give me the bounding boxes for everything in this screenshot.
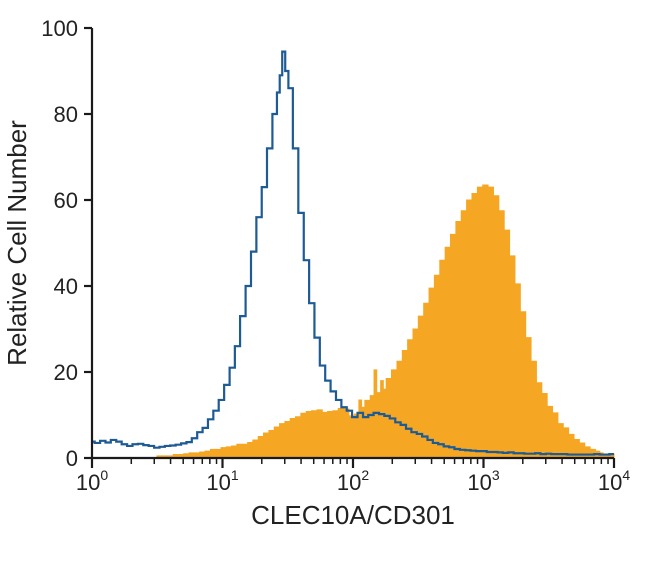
- y-tick-label: 80: [54, 102, 78, 127]
- x-tick-label: 102: [337, 467, 369, 495]
- y-axis-label: Relative Cell Number: [2, 120, 32, 366]
- x-tick-label: 100: [76, 467, 108, 495]
- x-tick-label: 101: [206, 467, 238, 495]
- y-tick-label: 40: [54, 274, 78, 299]
- series-stained: [154, 185, 614, 458]
- chart-svg: 0 20 40 60 80 100 100 101 102 103 104 Relative Cell…: [0, 0, 650, 562]
- y-tick-label: 100: [41, 16, 78, 41]
- y-tick-label: 60: [54, 188, 78, 213]
- y-tick-label: 0: [66, 446, 78, 471]
- x-tick-label: 104: [598, 467, 630, 495]
- y-tick-label: 20: [54, 360, 78, 385]
- flow-cytometry-histogram: 0 20 40 60 80 100 100 101 102 103 104 Relative Cell…: [0, 0, 650, 562]
- x-tick-label: 103: [467, 467, 499, 495]
- x-axis-label: CLEC10A/CD301: [251, 500, 455, 530]
